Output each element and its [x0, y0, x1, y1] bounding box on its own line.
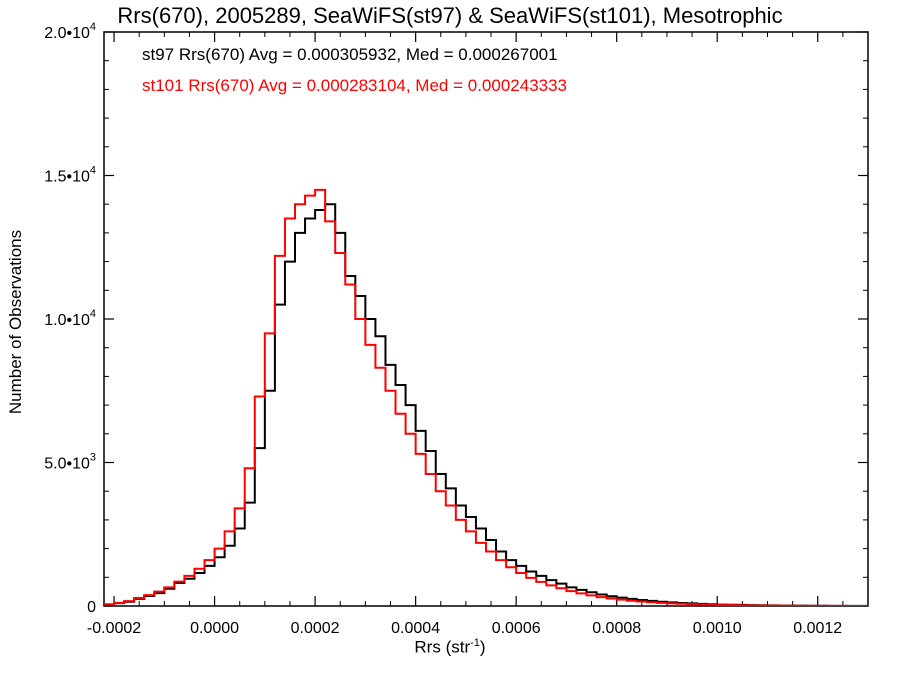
x-tick-label: 0.0010 [693, 620, 742, 637]
annotation-st101: st101 Rrs(670) Avg = 0.000283104, Med = … [142, 76, 567, 96]
y-tick-label: 1.0•104 [44, 308, 96, 329]
x-tick-label: 0.0006 [492, 620, 541, 637]
x-axis-label-exponent: -1 [470, 637, 480, 649]
x-tick-label: 0.0000 [190, 620, 239, 637]
y-tick-label: 1.5•104 [44, 165, 96, 186]
series-st97-line [104, 203, 868, 606]
annotation-st97: st97 Rrs(670) Avg = 0.000305932, Med = 0… [142, 45, 558, 65]
y-tick-label: 2.0•104 [44, 21, 96, 42]
plot-frame [103, 31, 869, 607]
annotation-st97-text: st97 Rrs(670) Avg = 0.000305932, Med = 0… [142, 45, 558, 64]
x-axis-label-end: ) [479, 637, 486, 657]
chart-title: Rrs(670), 2005289, SeaWiFS(st97) & SeaWi… [117, 3, 783, 28]
x-tick-label: 0.0008 [592, 620, 641, 637]
x-axis-label-base: Rrs (str [414, 637, 471, 657]
x-axis-label: Rrs (str-1) [0, 637, 900, 658]
y-tick-label: 0 [87, 599, 96, 616]
x-tick-label: 0.0002 [291, 620, 340, 637]
series-st101-line [104, 188, 868, 606]
y-tick-label: 5.0•103 [44, 452, 96, 473]
x-tick-label: 0.0004 [391, 620, 440, 637]
annotation-st101-text: st101 Rrs(670) Avg = 0.000283104, Med = … [142, 76, 568, 95]
x-tick-label: -0.0002 [87, 620, 141, 637]
x-tick-label: 0.0012 [793, 620, 842, 637]
